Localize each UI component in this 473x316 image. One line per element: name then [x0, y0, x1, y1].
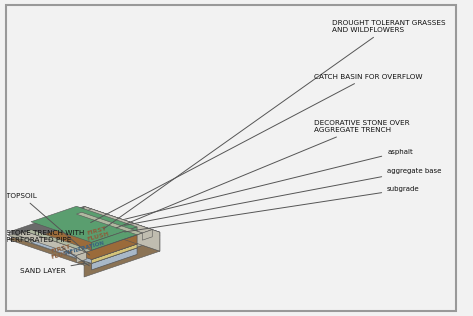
- Polygon shape: [31, 223, 137, 259]
- Polygon shape: [8, 210, 160, 261]
- Polygon shape: [31, 223, 137, 259]
- Text: TOPSOIL: TOPSOIL: [6, 192, 89, 255]
- Text: SAND LAYER: SAND LAYER: [20, 263, 89, 274]
- Text: FIRST
FLUSH: FIRST FLUSH: [49, 243, 74, 260]
- Polygon shape: [84, 232, 160, 261]
- Text: CATCH BASIN FOR OVERFLOW: CATCH BASIN FOR OVERFLOW: [91, 74, 422, 222]
- Text: aggregate base: aggregate base: [125, 167, 441, 225]
- Polygon shape: [92, 227, 137, 250]
- Polygon shape: [92, 235, 137, 259]
- Polygon shape: [31, 206, 137, 242]
- Text: asphalt: asphalt: [125, 149, 413, 219]
- Polygon shape: [16, 231, 87, 255]
- Text: STONE TRENCH WITH
PERFORATED PIPE: STONE TRENCH WITH PERFORATED PIPE: [6, 230, 89, 266]
- Text: FIRST
FLUSH: FIRST FLUSH: [85, 226, 110, 242]
- Polygon shape: [84, 235, 160, 265]
- Polygon shape: [84, 210, 160, 240]
- Polygon shape: [92, 244, 137, 263]
- Text: INFILTRATION: INFILTRATION: [63, 241, 105, 256]
- Polygon shape: [84, 240, 160, 277]
- Text: DROUGHT TOLERANT GRASSES
AND WILDFLOWERS: DROUGHT TOLERANT GRASSES AND WILDFLOWERS: [104, 20, 446, 229]
- Polygon shape: [8, 214, 160, 265]
- Polygon shape: [84, 214, 160, 251]
- Polygon shape: [26, 230, 92, 252]
- Polygon shape: [84, 206, 160, 235]
- Polygon shape: [77, 252, 87, 263]
- Polygon shape: [77, 212, 142, 235]
- Polygon shape: [31, 227, 137, 263]
- Polygon shape: [82, 209, 152, 233]
- Polygon shape: [8, 206, 160, 258]
- Polygon shape: [87, 233, 142, 252]
- Text: DECORATIVE STONE OVER
AGGREGATE TRENCH: DECORATIVE STONE OVER AGGREGATE TRENCH: [116, 120, 409, 228]
- Polygon shape: [142, 230, 152, 240]
- Polygon shape: [84, 206, 160, 251]
- Text: subgrade: subgrade: [125, 186, 420, 232]
- Polygon shape: [92, 248, 137, 270]
